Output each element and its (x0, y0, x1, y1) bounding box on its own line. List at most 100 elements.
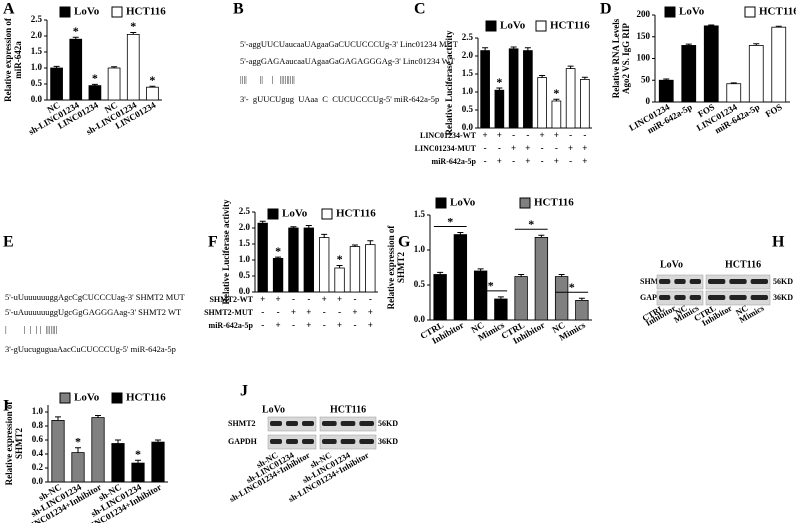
bar (494, 89, 505, 129)
y-tick-label: 0 (646, 96, 651, 106)
legend-swatch (267, 208, 279, 220)
bar (703, 25, 719, 103)
bar (319, 237, 330, 293)
bar (88, 85, 102, 101)
condition-sign: + (275, 294, 280, 304)
condition-sign: + (368, 307, 373, 317)
condition-sign: + (306, 307, 311, 317)
legend-label: HCT116 (759, 6, 796, 18)
error-bar (275, 256, 282, 259)
bar (523, 50, 533, 129)
condition-sign: - (541, 143, 544, 153)
y-tick-label: 100 (637, 53, 651, 63)
error-bar (685, 43, 692, 46)
bar (771, 26, 787, 103)
bar (514, 276, 528, 321)
error-bar (567, 65, 574, 69)
condition-sign: - (541, 156, 544, 166)
bar (334, 267, 345, 293)
blot-band (359, 421, 374, 426)
significance-mark: * (488, 279, 494, 293)
panel-letter: J (240, 383, 248, 400)
legend-swatch (435, 197, 447, 209)
bar (433, 274, 447, 321)
y-tick-label: 0.0 (414, 314, 426, 324)
significance-mark: * (275, 244, 281, 258)
condition-sign: - (555, 143, 558, 153)
legend-label: HCT116 (336, 208, 376, 220)
condition-sign: - (292, 294, 295, 304)
y-tick-label: 0.0 (462, 122, 474, 132)
sequence-line: 5'-aggGAGAaucaaUAgaaGaGAGAGGGAg-3' Linc0… (240, 56, 456, 66)
legend-label: LoVo (74, 6, 100, 18)
condition-sign: - (307, 294, 310, 304)
blot-band (340, 439, 356, 444)
condition-sign: - (498, 143, 501, 153)
legend-swatch (111, 6, 123, 18)
y-axis-label: Relative Luciferase activity (221, 199, 231, 304)
bar (131, 462, 145, 483)
error-bar (259, 220, 266, 224)
legend-swatch (111, 392, 123, 404)
error-bar (753, 43, 760, 46)
y-tick-label: 0.0 (32, 476, 44, 486)
legend-swatch (535, 20, 547, 32)
condition-sign: + (275, 320, 280, 330)
condition-label: miR-642a-5p (432, 157, 477, 166)
bar (257, 222, 268, 293)
blot-band (689, 279, 701, 284)
blot-band (270, 439, 282, 444)
blot-band (729, 295, 747, 300)
sequence-line: 5'-uUuuuuuuggAgcCgCUCCCUag-3' SHMT2 MUT (5, 292, 185, 302)
bar (537, 77, 547, 129)
y-tick-label: 0.0 (239, 286, 251, 296)
condition-sign: - (353, 320, 356, 330)
blot-band (708, 295, 726, 300)
blot-band (359, 439, 374, 444)
y-axis-label: Relative expression of (3, 17, 13, 102)
significance-mark: * (135, 447, 141, 461)
condition-sign: - (484, 143, 487, 153)
y-tick-label: 2.0 (31, 30, 43, 40)
blot-band (286, 439, 298, 444)
significance-mark: * (447, 214, 453, 228)
y-tick-label: 1.5 (31, 46, 43, 56)
y-axis-label: Relative expression of (386, 225, 396, 310)
blot-band (729, 279, 747, 284)
bar (126, 34, 140, 101)
bar (272, 257, 284, 293)
x-tick-label: FOS (764, 102, 784, 119)
error-bar (290, 226, 297, 228)
blot-band (340, 421, 356, 426)
blot-band (302, 421, 314, 426)
y-tick-label: 150 (637, 31, 651, 41)
bar (480, 50, 490, 129)
error-bar (510, 46, 517, 49)
condition-sign: - (261, 307, 264, 317)
sequence-line: 5'-aggUUCUaucaaUAgaaGaCUCUCCCUg-3' Linc0… (240, 39, 459, 49)
error-bar (775, 25, 782, 28)
error-bar (663, 78, 670, 81)
condition-sign: + (540, 130, 545, 140)
condition-sign: - (484, 156, 487, 166)
condition-sign: - (261, 320, 264, 330)
blot-band (689, 295, 701, 300)
condition-sign: + (260, 294, 265, 304)
y-tick-label: 50 (641, 74, 651, 84)
error-bar (553, 98, 560, 101)
y-tick-label: 2.5 (31, 14, 43, 24)
condition-label: LINC01234-MUT (415, 144, 477, 153)
row-size: 36KD (773, 293, 793, 302)
legend-swatch (59, 6, 71, 18)
sequence-line: 3'- gUUCUgug UAaa C CUCUCCCUg-5' miR-642… (240, 94, 439, 104)
condition-sign: - (323, 307, 326, 317)
bar (91, 417, 105, 483)
y-tick-label: 0.2 (32, 462, 44, 472)
y-axis-label: miR-642a (13, 41, 23, 79)
condition-sign: + (568, 143, 573, 153)
bar (575, 299, 589, 321)
error-bar (336, 264, 343, 268)
blot-band (322, 421, 337, 426)
legend-label: HCT116 (550, 20, 590, 32)
significance-mark: * (149, 73, 155, 87)
